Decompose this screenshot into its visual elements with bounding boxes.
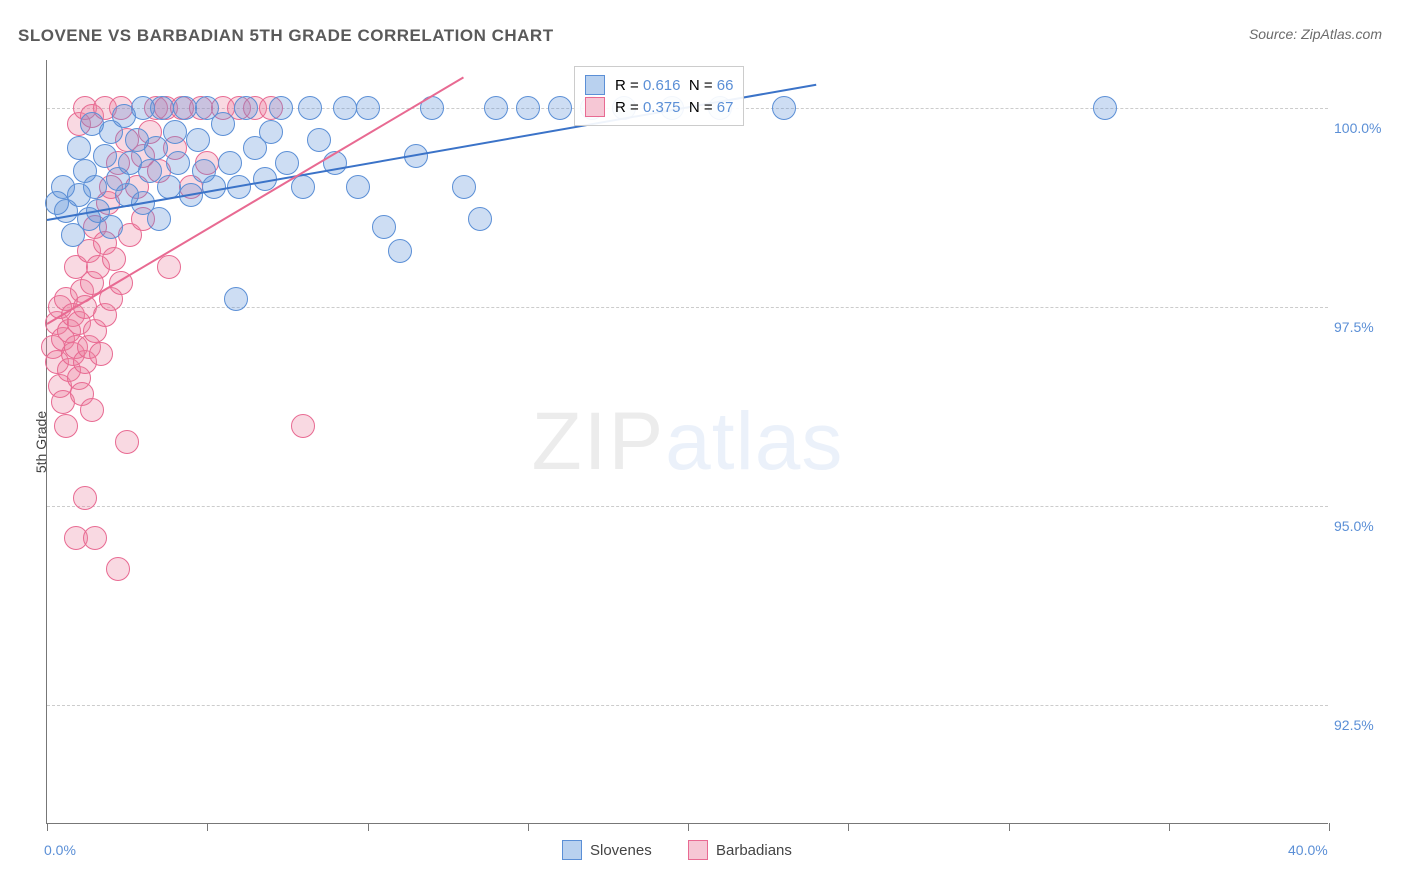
legend-text: R = 0.616 N = 66 [615, 77, 733, 94]
slovenes-point [275, 151, 299, 175]
barbadians-point [157, 255, 181, 279]
barbadians-point [102, 247, 126, 271]
legend-row-barbadians: R = 0.375 N = 67 [585, 97, 733, 117]
slovenes-point [67, 136, 91, 160]
slovenes-point [166, 151, 190, 175]
slovenes-swatch [585, 75, 605, 95]
slovenes-point [173, 96, 197, 120]
bottom-legend-barbadians: Barbadians [688, 840, 792, 860]
slovenes-point [186, 128, 210, 152]
slovenes-point [99, 215, 123, 239]
slovenes-point [548, 96, 572, 120]
slovenes-point [772, 96, 796, 120]
x-axis-label: 40.0% [1288, 842, 1328, 858]
slovenes-point [298, 96, 322, 120]
watermark: ZIPatlas [532, 395, 844, 489]
slovenes-point [93, 144, 117, 168]
slovenes-point [307, 128, 331, 152]
x-tick [1009, 823, 1010, 831]
slovenes-point [218, 151, 242, 175]
barbadians-swatch [585, 97, 605, 117]
x-axis-label: 0.0% [44, 842, 76, 858]
slovenes-point [346, 175, 370, 199]
slovenes-point [452, 175, 476, 199]
chart-source: Source: ZipAtlas.com [1249, 26, 1382, 42]
x-tick [688, 823, 689, 831]
slovenes-point [372, 215, 396, 239]
watermark-atlas: atlas [665, 396, 843, 487]
plot-area: ZIPatlas [46, 60, 1328, 824]
watermark-zip: ZIP [532, 396, 666, 487]
barbadians-point [106, 557, 130, 581]
slovenes-swatch-icon [562, 840, 582, 860]
slovenes-point [516, 96, 540, 120]
slovenes-point [83, 175, 107, 199]
x-tick [1329, 823, 1330, 831]
x-tick [368, 823, 369, 831]
x-tick [207, 823, 208, 831]
x-tick [848, 823, 849, 831]
barbadians-point [54, 414, 78, 438]
slovenes-point [269, 96, 293, 120]
slovenes-point [234, 96, 258, 120]
slovenes-point [291, 175, 315, 199]
slovenes-point [224, 287, 248, 311]
slovenes-point [144, 136, 168, 160]
x-tick [1169, 823, 1170, 831]
slovenes-point [211, 112, 235, 136]
slovenes-point [333, 96, 357, 120]
y-tick-label: 100.0% [1334, 120, 1381, 136]
y-tick-label: 97.5% [1334, 319, 1374, 335]
gridline [47, 705, 1328, 706]
y-tick-label: 95.0% [1334, 518, 1374, 534]
chart-title: SLOVENE VS BARBADIAN 5TH GRADE CORRELATI… [18, 26, 554, 46]
y-tick-label: 92.5% [1334, 717, 1374, 733]
bottom-legend-slovenes: Slovenes [562, 840, 652, 860]
bottom-legend-label: Barbadians [716, 842, 792, 859]
slovenes-point [163, 120, 187, 144]
slovenes-point [484, 96, 508, 120]
legend-row-slovenes: R = 0.616 N = 66 [585, 75, 733, 95]
slovenes-point [150, 96, 174, 120]
barbadians-point [115, 430, 139, 454]
slovenes-point [323, 151, 347, 175]
slovenes-point [259, 120, 283, 144]
barbadians-swatch-icon [688, 840, 708, 860]
x-tick [47, 823, 48, 831]
bottom-legend-label: Slovenes [590, 842, 652, 859]
correlation-legend: R = 0.616 N = 66 R = 0.375 N = 67 [574, 66, 744, 126]
slovenes-point [1093, 96, 1117, 120]
gridline [47, 506, 1328, 507]
barbadians-point [73, 486, 97, 510]
slovenes-point [468, 207, 492, 231]
legend-text: R = 0.375 N = 67 [615, 99, 733, 116]
slovenes-point [388, 239, 412, 263]
barbadians-point [291, 414, 315, 438]
barbadians-point [80, 398, 104, 422]
barbadians-point [89, 342, 113, 366]
x-tick [528, 823, 529, 831]
slovenes-point [147, 207, 171, 231]
barbadians-point [83, 526, 107, 550]
slovenes-point [356, 96, 380, 120]
